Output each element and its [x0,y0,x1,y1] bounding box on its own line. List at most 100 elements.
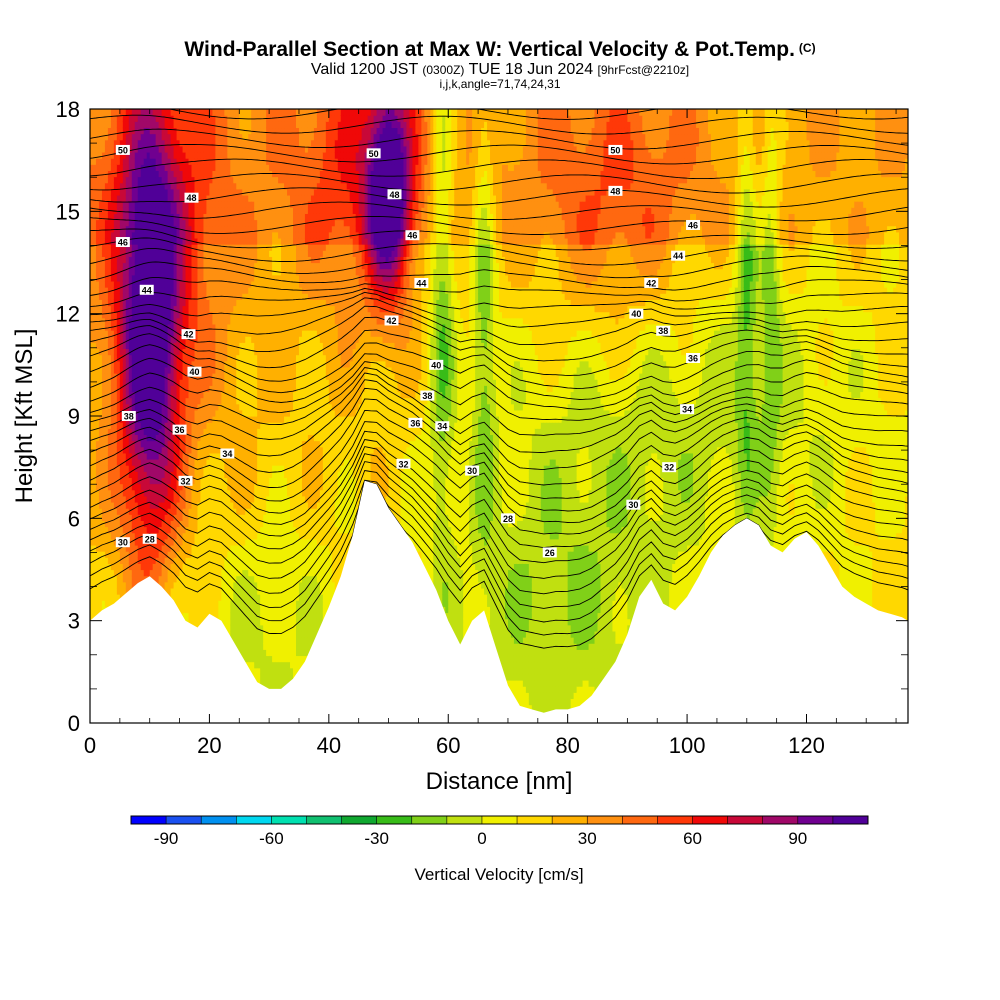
velocity-cell [194,563,199,571]
velocity-cell [188,237,193,245]
velocity-cell [164,538,169,546]
velocity-cell [110,440,115,448]
velocity-cell [197,440,202,448]
velocity-cell [155,201,160,208]
velocity-cell [182,201,187,208]
velocity-cell [128,514,133,521]
velocity-cell [110,164,115,171]
velocity-cell [90,440,94,448]
velocity-cell [176,170,181,178]
velocity-cell [182,489,187,497]
velocity-cell [161,379,166,386]
velocity-cell [140,428,145,436]
velocity-cell [101,287,106,294]
velocity-cell [185,508,190,515]
velocity-cell [104,416,109,423]
velocity-cell [158,127,163,135]
velocity-cell [179,268,184,276]
velocity-cell [101,348,106,356]
velocity-cell [143,225,148,233]
velocity-cell [167,373,172,380]
velocity-cell [167,366,172,374]
velocity-cell [113,538,118,546]
velocity-cell [143,495,148,503]
velocity-cell [122,428,127,436]
velocity-cell [98,311,103,319]
velocity-cell [146,489,151,497]
velocity-cell [158,256,163,264]
velocity-cell [176,323,181,331]
velocity-cell [113,342,118,350]
velocity-cell [167,434,172,442]
velocity-cell [194,231,199,239]
velocity-cell [194,428,199,436]
velocity-cell [161,409,166,417]
velocity-cell [191,170,196,178]
velocity-cell [182,133,187,141]
velocity-cell [90,434,94,442]
velocity-cell [98,458,103,466]
velocity-cell [191,606,196,614]
velocity-cell [191,360,196,368]
velocity-cell [158,489,163,497]
velocity-cell [128,194,133,202]
velocity-cell [158,213,163,221]
velocity-cell [167,293,172,300]
velocity-cell [197,330,202,337]
velocity-cell [92,391,97,399]
velocity-cell [140,194,145,202]
velocity-cell [107,594,112,601]
velocity-cell [188,213,193,221]
velocity-cell [95,158,100,165]
velocity-cell [188,514,193,521]
velocity-cell [167,520,172,528]
velocity-cell [161,342,166,350]
velocity-cell [101,225,106,233]
velocity-cell [122,262,127,270]
velocity-cell [185,354,190,362]
velocity-cell [185,563,190,571]
velocity-cell [104,348,109,356]
velocity-cell [137,262,142,270]
velocity-cell [119,483,124,491]
velocity-cell [122,244,127,251]
velocity-cell [155,323,160,331]
velocity-cell [191,471,196,478]
velocity-cell [155,274,160,282]
velocity-cell [176,188,181,196]
velocity-cell [116,151,121,159]
velocity-cell [173,188,178,196]
velocity-cell [134,544,139,552]
velocity-cell [98,194,103,202]
velocity-cell [119,508,124,515]
velocity-cell [152,287,157,294]
velocity-cell [119,440,124,448]
velocity-cell [188,471,193,478]
velocity-cell [134,403,139,411]
velocity-cell [128,477,133,485]
velocity-cell [176,145,181,153]
velocity-cell [152,139,157,147]
velocity-cell [173,237,178,245]
velocity-cell [119,164,124,171]
velocity-cell [95,600,100,607]
velocity-cell [194,139,199,147]
velocity-cell [164,551,169,558]
velocity-cell [125,182,130,190]
velocity-cell [155,336,160,343]
velocity-cell [122,403,127,411]
velocity-cell [125,514,130,521]
velocity-cell [170,305,175,313]
velocity-cell [194,458,199,466]
velocity-cell [122,201,127,208]
velocity-cell [176,594,181,601]
velocity-cell [128,385,133,393]
velocity-cell [125,520,130,528]
velocity-cell [146,280,151,288]
velocity-cell [140,508,145,515]
velocity-cell [167,409,172,417]
velocity-cell [158,385,163,393]
velocity-cell [152,514,157,521]
velocity-cell [155,483,160,491]
velocity-cell [170,397,175,405]
